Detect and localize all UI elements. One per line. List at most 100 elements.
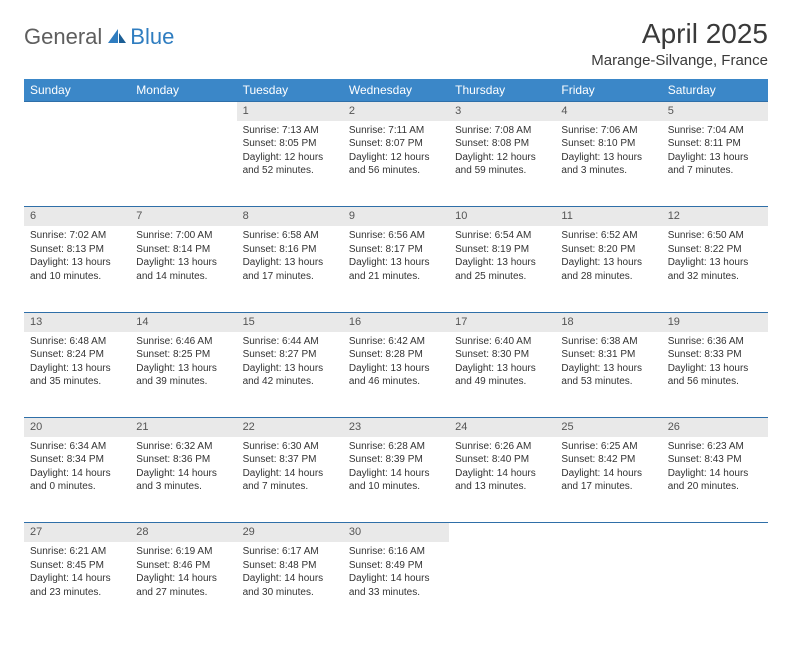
- day-body-cell: Sunrise: 7:02 AMSunset: 8:13 PMDaylight:…: [24, 226, 130, 312]
- day-number-cell: 10: [449, 207, 555, 226]
- sunrise-text: Sunrise: 7:02 AM: [30, 229, 124, 243]
- daylight-text: Daylight: 13 hours and 46 minutes.: [349, 362, 443, 389]
- sunrise-text: Sunrise: 7:04 AM: [668, 124, 762, 138]
- day-body-cell: [449, 542, 555, 628]
- day-number: 13: [24, 313, 130, 332]
- sunset-text: Sunset: 8:36 PM: [136, 453, 230, 467]
- daylight-text: Daylight: 13 hours and 39 minutes.: [136, 362, 230, 389]
- day-body-cell: Sunrise: 7:00 AMSunset: 8:14 PMDaylight:…: [130, 226, 236, 312]
- sunrise-text: Sunrise: 6:23 AM: [668, 440, 762, 454]
- daylight-text: Daylight: 13 hours and 53 minutes.: [561, 362, 655, 389]
- day-number: [24, 102, 130, 121]
- daynum-row: 12345: [24, 102, 768, 121]
- sunset-text: Sunset: 8:28 PM: [349, 348, 443, 362]
- day-number: 1: [237, 102, 343, 121]
- day-body-row: Sunrise: 7:02 AMSunset: 8:13 PMDaylight:…: [24, 226, 768, 312]
- sunrise-text: Sunrise: 7:11 AM: [349, 124, 443, 138]
- weekday-header: Thursday: [449, 79, 555, 102]
- sunset-text: Sunset: 8:08 PM: [455, 137, 549, 151]
- day-body-cell: Sunrise: 6:56 AMSunset: 8:17 PMDaylight:…: [343, 226, 449, 312]
- day-body-cell: Sunrise: 6:23 AMSunset: 8:43 PMDaylight:…: [662, 437, 768, 523]
- sunrise-text: Sunrise: 6:54 AM: [455, 229, 549, 243]
- sunrise-text: Sunrise: 6:16 AM: [349, 545, 443, 559]
- sunset-text: Sunset: 8:30 PM: [455, 348, 549, 362]
- day-body-cell: Sunrise: 6:25 AMSunset: 8:42 PMDaylight:…: [555, 437, 661, 523]
- day-number: 16: [343, 313, 449, 332]
- location: Marange-Silvange, France: [591, 52, 768, 69]
- day-number-cell: 4: [555, 102, 661, 121]
- day-number: 30: [343, 523, 449, 542]
- day-body-cell: Sunrise: 6:36 AMSunset: 8:33 PMDaylight:…: [662, 332, 768, 418]
- day-body-cell: Sunrise: 7:04 AMSunset: 8:11 PMDaylight:…: [662, 121, 768, 207]
- sunrise-text: Sunrise: 6:48 AM: [30, 335, 124, 349]
- day-number: 8: [237, 207, 343, 226]
- day-number: 6: [24, 207, 130, 226]
- day-number: 4: [555, 102, 661, 121]
- daylight-text: Daylight: 13 hours and 35 minutes.: [30, 362, 124, 389]
- day-number: 5: [662, 102, 768, 121]
- sunrise-text: Sunrise: 6:17 AM: [243, 545, 337, 559]
- day-number-cell: 9: [343, 207, 449, 226]
- day-number-cell: 3: [449, 102, 555, 121]
- sunset-text: Sunset: 8:39 PM: [349, 453, 443, 467]
- day-number: 20: [24, 418, 130, 437]
- day-body-cell: Sunrise: 6:26 AMSunset: 8:40 PMDaylight:…: [449, 437, 555, 523]
- weekday-header: Wednesday: [343, 79, 449, 102]
- sunrise-text: Sunrise: 6:36 AM: [668, 335, 762, 349]
- day-number: 28: [130, 523, 236, 542]
- sunset-text: Sunset: 8:07 PM: [349, 137, 443, 151]
- sunset-text: Sunset: 8:25 PM: [136, 348, 230, 362]
- day-number: 29: [237, 523, 343, 542]
- day-body-cell: Sunrise: 7:13 AMSunset: 8:05 PMDaylight:…: [237, 121, 343, 207]
- day-body-row: Sunrise: 7:13 AMSunset: 8:05 PMDaylight:…: [24, 121, 768, 207]
- day-body-cell: Sunrise: 6:21 AMSunset: 8:45 PMDaylight:…: [24, 542, 130, 628]
- daynum-row: 20212223242526: [24, 418, 768, 437]
- logo: General Blue: [24, 18, 174, 50]
- day-number-cell: 14: [130, 312, 236, 331]
- sunset-text: Sunset: 8:14 PM: [136, 243, 230, 257]
- day-number-cell: [24, 102, 130, 121]
- daylight-text: Daylight: 13 hours and 49 minutes.: [455, 362, 549, 389]
- day-body-cell: Sunrise: 6:34 AMSunset: 8:34 PMDaylight:…: [24, 437, 130, 523]
- sunrise-text: Sunrise: 6:28 AM: [349, 440, 443, 454]
- day-number: 27: [24, 523, 130, 542]
- daylight-text: Daylight: 14 hours and 10 minutes.: [349, 467, 443, 494]
- day-number: [449, 523, 555, 542]
- day-number-cell: [662, 523, 768, 542]
- daynum-row: 6789101112: [24, 207, 768, 226]
- day-body-cell: Sunrise: 6:44 AMSunset: 8:27 PMDaylight:…: [237, 332, 343, 418]
- day-number: [130, 102, 236, 121]
- day-body-cell: Sunrise: 6:54 AMSunset: 8:19 PMDaylight:…: [449, 226, 555, 312]
- day-number: 22: [237, 418, 343, 437]
- daylight-text: Daylight: 13 hours and 17 minutes.: [243, 256, 337, 283]
- day-number: 11: [555, 207, 661, 226]
- daylight-text: Daylight: 14 hours and 7 minutes.: [243, 467, 337, 494]
- daylight-text: Daylight: 14 hours and 33 minutes.: [349, 572, 443, 599]
- day-number: 21: [130, 418, 236, 437]
- day-number-cell: 28: [130, 523, 236, 542]
- daynum-row: 13141516171819: [24, 312, 768, 331]
- daylight-text: Daylight: 12 hours and 56 minutes.: [349, 151, 443, 178]
- day-number-cell: 13: [24, 312, 130, 331]
- sunset-text: Sunset: 8:24 PM: [30, 348, 124, 362]
- weekday-header: Friday: [555, 79, 661, 102]
- day-number: 14: [130, 313, 236, 332]
- sunrise-text: Sunrise: 6:42 AM: [349, 335, 443, 349]
- month-title: April 2025: [591, 18, 768, 50]
- sunset-text: Sunset: 8:37 PM: [243, 453, 337, 467]
- sunrise-text: Sunrise: 7:06 AM: [561, 124, 655, 138]
- daylight-text: Daylight: 13 hours and 32 minutes.: [668, 256, 762, 283]
- day-number-cell: 8: [237, 207, 343, 226]
- daylight-text: Daylight: 13 hours and 25 minutes.: [455, 256, 549, 283]
- daylight-text: Daylight: 12 hours and 52 minutes.: [243, 151, 337, 178]
- daylight-text: Daylight: 14 hours and 3 minutes.: [136, 467, 230, 494]
- daylight-text: Daylight: 13 hours and 21 minutes.: [349, 256, 443, 283]
- day-body-cell: Sunrise: 6:32 AMSunset: 8:36 PMDaylight:…: [130, 437, 236, 523]
- sunrise-text: Sunrise: 6:46 AM: [136, 335, 230, 349]
- day-number: 15: [237, 313, 343, 332]
- day-number: 26: [662, 418, 768, 437]
- daylight-text: Daylight: 14 hours and 17 minutes.: [561, 467, 655, 494]
- day-body-row: Sunrise: 6:21 AMSunset: 8:45 PMDaylight:…: [24, 542, 768, 628]
- sunrise-text: Sunrise: 6:40 AM: [455, 335, 549, 349]
- day-number: 17: [449, 313, 555, 332]
